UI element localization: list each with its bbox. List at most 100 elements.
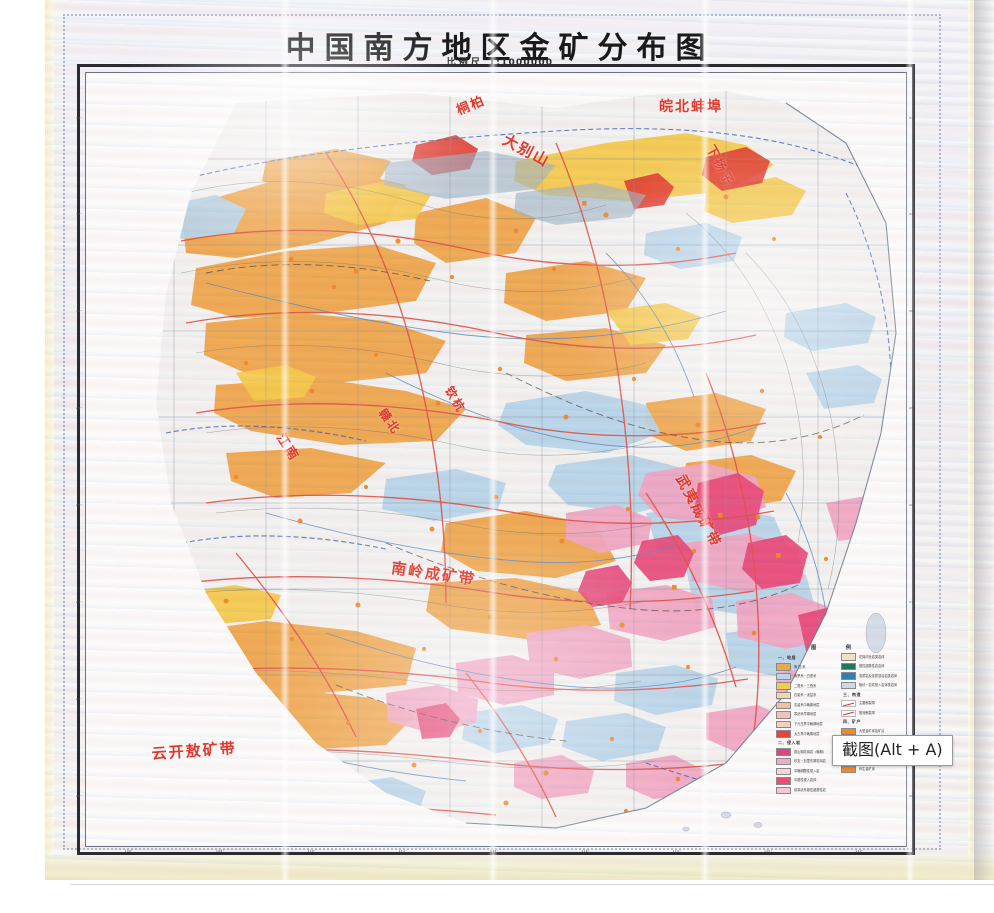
legend-item-label: 花岗闪长岩类岩体 bbox=[859, 654, 885, 659]
legend-item-label: 中晚期酸性侵入岩 bbox=[794, 768, 820, 773]
legend-item: 中晚期酸性侵入岩 bbox=[776, 767, 835, 776]
legend-color-swatch bbox=[776, 730, 791, 738]
tick-label-latitude-left: 20° bbox=[76, 793, 83, 798]
legend-item-label: 印支－加里东期花岗岩 bbox=[794, 759, 826, 764]
legend-item: 变质岩及变质混合岩类岩体 bbox=[841, 672, 900, 680]
legend-column-1: 花岗闪长岩类岩体 基性超基性岩岩体变质岩及变质混合岩类岩体 隐伏－岩浆侵入岩体类岩体… bbox=[841, 653, 900, 796]
legend-section-header: 四、矿产 bbox=[843, 719, 861, 725]
tick-label-latitude-right: 32° bbox=[909, 212, 916, 217]
tick-label-latitude-right: 26° bbox=[909, 503, 916, 508]
legend-item-label: 推测断裂带 bbox=[859, 710, 875, 715]
legend-item: 主要断裂带 bbox=[841, 700, 900, 708]
map-legend: 图 例 一、地层第 四 系侏罗系－白垩系 二叠系－三叠系 石炭系－泥盆系 志留系中晚期… bbox=[776, 644, 900, 810]
region-label-皖北蚌埠: 皖北蚌埠 bbox=[659, 99, 723, 115]
legend-item-label: 变质岩及变质混合岩类岩体 bbox=[859, 673, 898, 678]
legend-title: 图 例 bbox=[811, 645, 865, 651]
legend-item: 下元古界中晚期地层 bbox=[776, 720, 835, 729]
legend-section-header: 一、地层 bbox=[778, 655, 796, 660]
legend-item-label: 伴生金矿床 bbox=[859, 767, 875, 772]
legend-color-swatch bbox=[841, 672, 856, 680]
legend-color-swatch bbox=[776, 701, 791, 710]
legend-item-label: 二叠系－三叠系 bbox=[794, 683, 817, 688]
legend-item: 寒武系早期地层 bbox=[776, 711, 835, 719]
tick-label-longitude: 112° bbox=[398, 849, 408, 853]
legend-item: 伴生金矿床 bbox=[841, 766, 900, 774]
tick-label-latitude-left: 28° bbox=[76, 406, 83, 411]
tick-label-latitude-right: 20° bbox=[909, 793, 916, 798]
legend-color-swatch bbox=[841, 653, 856, 661]
legend-item-label: 寒武系早期地层 bbox=[794, 712, 817, 717]
legend-item: 太古界中晚期地层 bbox=[776, 730, 835, 738]
tick-label-longitude: 108° bbox=[216, 849, 225, 853]
tick-label-latitude-right: 34° bbox=[909, 115, 916, 120]
tick-label-latitude-right: 24° bbox=[909, 599, 916, 604]
legend-color-swatch bbox=[776, 692, 791, 700]
legend-item: 石炭系－泥盆系 bbox=[776, 692, 835, 700]
legend-color-swatch bbox=[776, 672, 791, 681]
tick-label-longitude: 120° bbox=[764, 849, 773, 853]
legend-item: 二叠系－三叠系 bbox=[776, 682, 835, 690]
legend-column-0: 一、地层第 四 系侏罗系－白垩系 二叠系－三叠系 石炭系－泥盆系 志留系中晚期地层 寒武… bbox=[776, 653, 835, 796]
legend-item-label: 下元古界中晚期地层 bbox=[794, 722, 823, 727]
legend-item: 燕山期花岗岩（晚期） bbox=[776, 748, 835, 756]
legend-line-symbol bbox=[841, 709, 856, 718]
sheet-left-edge bbox=[45, 0, 54, 880]
legend-item-label: 隐伏－岩浆侵入岩体类岩体 bbox=[859, 683, 898, 688]
tick-label-longitude: 122° bbox=[855, 849, 864, 853]
legend-line-symbol bbox=[841, 700, 856, 708]
legend-item: 花岗闪长岩类岩体 bbox=[841, 653, 900, 661]
tick-label-latitude-left: 22° bbox=[76, 696, 83, 701]
legend-color-swatch bbox=[776, 711, 791, 719]
legend-color-swatch bbox=[776, 720, 791, 729]
tick-label-longitude: 106° bbox=[124, 849, 134, 853]
legend-color-swatch bbox=[776, 682, 791, 690]
tick-label-latitude-right: 30° bbox=[909, 309, 916, 314]
legend-section-header: 二、侵入岩 bbox=[778, 740, 801, 746]
screenshot-tooltip[interactable]: 截图(Alt + A) bbox=[832, 735, 953, 766]
legend-color-swatch bbox=[841, 727, 856, 736]
legend-item-label: 大型金矿床及矿点 bbox=[859, 728, 885, 733]
legend-item-label: 基性超基性岩岩体 bbox=[859, 664, 885, 669]
legend-item: 隐伏－岩浆侵入岩体类岩体 bbox=[841, 682, 900, 690]
legend-color-swatch bbox=[841, 766, 856, 774]
legend-item-label: 燕山期花岗岩（晚期） bbox=[794, 749, 826, 754]
tick-label-latitude-left: 26° bbox=[76, 503, 83, 508]
legend-color-swatch bbox=[776, 777, 791, 785]
tick-label-longitude: 110° bbox=[307, 849, 316, 853]
tick-label-latitude-left: 32° bbox=[76, 212, 83, 217]
legend-item: 基性超基性岩岩体 bbox=[841, 662, 900, 671]
tick-label-latitude-left: 30° bbox=[76, 309, 83, 314]
legend-item: 侏罗系－白垩系 bbox=[776, 672, 835, 681]
page-bottom-rule bbox=[70, 884, 994, 885]
legend-color-swatch bbox=[776, 767, 791, 776]
legend-item-label: 侏罗系－白垩系 bbox=[794, 674, 817, 679]
legend-item-label: 太古界中晚期地层 bbox=[794, 731, 820, 736]
legend-item-label: 石炭系－泥盆系 bbox=[794, 693, 817, 698]
legend-item: 大型金矿床及矿点 bbox=[841, 727, 900, 736]
tick-label-latitude-right: 28° bbox=[909, 406, 916, 411]
legend-item-label: 中基性侵入岩体 bbox=[794, 778, 817, 783]
sheet-bottom-strip bbox=[45, 855, 994, 880]
legend-item: 推测断裂带 bbox=[841, 709, 900, 718]
legend-color-swatch bbox=[776, 786, 791, 795]
legend-item-label: 第 四 系 bbox=[794, 664, 806, 669]
tick-label-longitude: 114° bbox=[490, 849, 499, 853]
legend-section-header: 三、构造 bbox=[843, 691, 861, 697]
legend-item-label: 志留系中晚期地层 bbox=[794, 702, 820, 707]
tick-label-latitude-left: 24° bbox=[76, 599, 83, 604]
tick-label-longitude: 118° bbox=[672, 849, 682, 853]
tick-label-longitude: 116° bbox=[581, 849, 590, 853]
legend-color-swatch bbox=[841, 662, 856, 671]
legend-item: 第 四 系 bbox=[776, 663, 835, 671]
legend-item: 志留系中晚期地层 bbox=[776, 701, 835, 710]
legend-color-swatch bbox=[841, 682, 856, 690]
legend-item-label: 主要断裂带 bbox=[859, 701, 875, 706]
legend-color-swatch bbox=[776, 748, 791, 756]
legend-item: 前寒武系基性超基性岩 bbox=[776, 786, 835, 795]
tick-label-latitude-left: 34° bbox=[76, 115, 83, 120]
legend-color-swatch bbox=[776, 758, 791, 766]
legend-item: 中基性侵入岩体 bbox=[776, 777, 835, 785]
legend-item-label: 前寒武系基性超基性岩 bbox=[794, 788, 826, 793]
legend-item: 印支－加里东期花岗岩 bbox=[776, 758, 835, 766]
legend-columns: 一、地层第 四 系侏罗系－白垩系 二叠系－三叠系 石炭系－泥盆系 志留系中晚期地层 寒武… bbox=[776, 653, 900, 796]
